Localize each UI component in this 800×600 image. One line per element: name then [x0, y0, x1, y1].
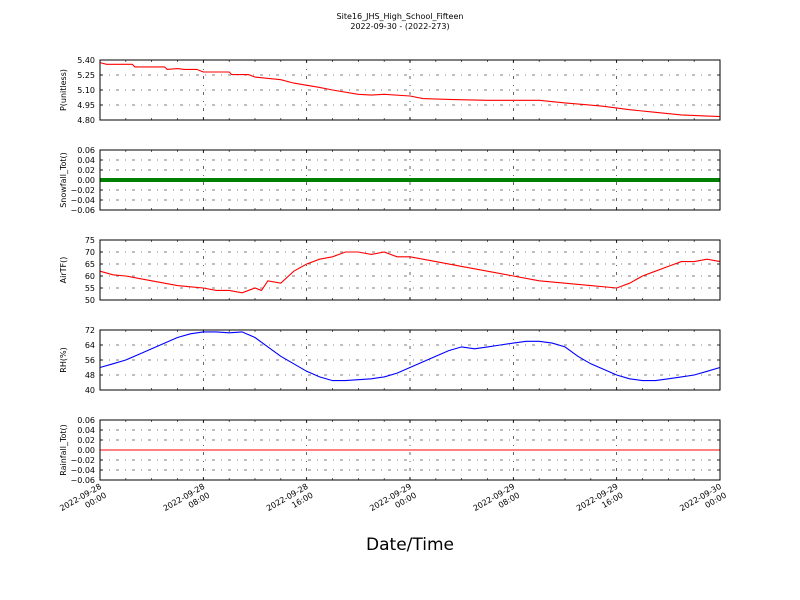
x-tick-label: 2022-09-2808:00	[162, 482, 212, 522]
y-tick-label: 0.00	[77, 446, 95, 455]
y-tick-label: 0.06	[77, 416, 95, 425]
y-tick-label: −0.06	[70, 206, 95, 215]
panels: 5.405.255.104.954.80P(unitless)0.060.040…	[59, 56, 721, 485]
panel-1: 5.40 5.25 5.10 4.95 4.80 P(unitless)	[59, 56, 721, 125]
panel-5: 0.060.040.020.00−0.02−0.04−0.06Rainfall_…	[59, 416, 721, 485]
x-tick-label: 2022-09-2916:00	[575, 482, 625, 522]
y-tick-label: 0.02	[77, 166, 95, 175]
y-tick-label: 5.10	[77, 86, 95, 95]
y-tick-label: 4.95	[77, 101, 95, 110]
x-axis-tick-labels: 2022-09-2800:00 2022-09-2808:00 2022-09-28…	[58, 482, 728, 522]
x-tick-label: 2022-09-2816:00	[265, 482, 315, 522]
y-tick-label: 0.04	[77, 156, 95, 165]
x-tick-label: 2022-09-2900:00	[368, 482, 418, 522]
series-line	[99, 251, 721, 294]
x-tick-label: 2022-09-2800:00	[58, 482, 108, 522]
y-axis-label: Rainfall_Tot()	[59, 424, 68, 476]
plot-frame	[99, 239, 721, 301]
panel-3: 75 70 65 60 55 50 AirTF()	[59, 236, 721, 305]
y-tick-label: −0.04	[70, 196, 95, 205]
x-tick-label: 2022-09-2908:00	[472, 482, 522, 522]
y-tick-label: 0.06	[77, 146, 95, 155]
y-tick-label: 55	[85, 284, 95, 293]
plot-frame	[99, 149, 721, 211]
y-tick-label: 65	[85, 260, 95, 269]
y-axis-label: Snowfall_Tot()	[59, 152, 68, 208]
y-tick-label: 40	[85, 386, 95, 395]
y-tick-label: 56	[85, 356, 95, 365]
series-line	[99, 331, 721, 382]
y-tick-label: −0.06	[70, 476, 95, 485]
y-tick-label: 64	[85, 341, 95, 350]
y-tick-label: 50	[85, 296, 95, 305]
plot-frame	[99, 419, 721, 481]
y-axis-label: AirTF()	[59, 257, 68, 284]
y-tick-label: −0.02	[70, 456, 95, 465]
y-tick-label: 48	[85, 371, 95, 380]
x-tick-label: 2022-09-3000:00	[678, 482, 728, 522]
y-tick-label: 0.02	[77, 436, 95, 445]
y-tick-label: 60	[85, 272, 95, 281]
x-axis-label: Date/Time	[366, 535, 454, 555]
y-tick-label: 72	[85, 326, 95, 335]
y-tick-label: 0.04	[77, 426, 95, 435]
panel-2: 0.060.040.020.00−0.02−0.04−0.06Snowfall_…	[59, 146, 721, 215]
y-tick-label: 5.40	[77, 56, 95, 65]
y-tick-label: −0.04	[70, 466, 95, 475]
y-tick-label: 0.00	[77, 176, 95, 185]
y-tick-label: 75	[85, 236, 95, 245]
y-tick-label: 4.80	[77, 116, 95, 125]
plot-frame	[99, 59, 721, 121]
plot-frame	[99, 329, 721, 391]
y-tick-label: −0.02	[70, 186, 95, 195]
y-tick-label: 70	[85, 248, 95, 257]
series-line	[99, 62, 721, 118]
chart-title: Site16_JHS_High_School_Fifteen	[337, 12, 464, 21]
panel-4: 72 64 56 48 40 RH(%)	[59, 326, 721, 395]
chart-subtitle: 2022-09-30 - (2022-273)	[350, 22, 449, 31]
y-tick-label: 5.25	[77, 71, 95, 80]
y-axis-label: P(unitless)	[59, 69, 68, 111]
y-axis-label: RH(%)	[59, 347, 68, 372]
